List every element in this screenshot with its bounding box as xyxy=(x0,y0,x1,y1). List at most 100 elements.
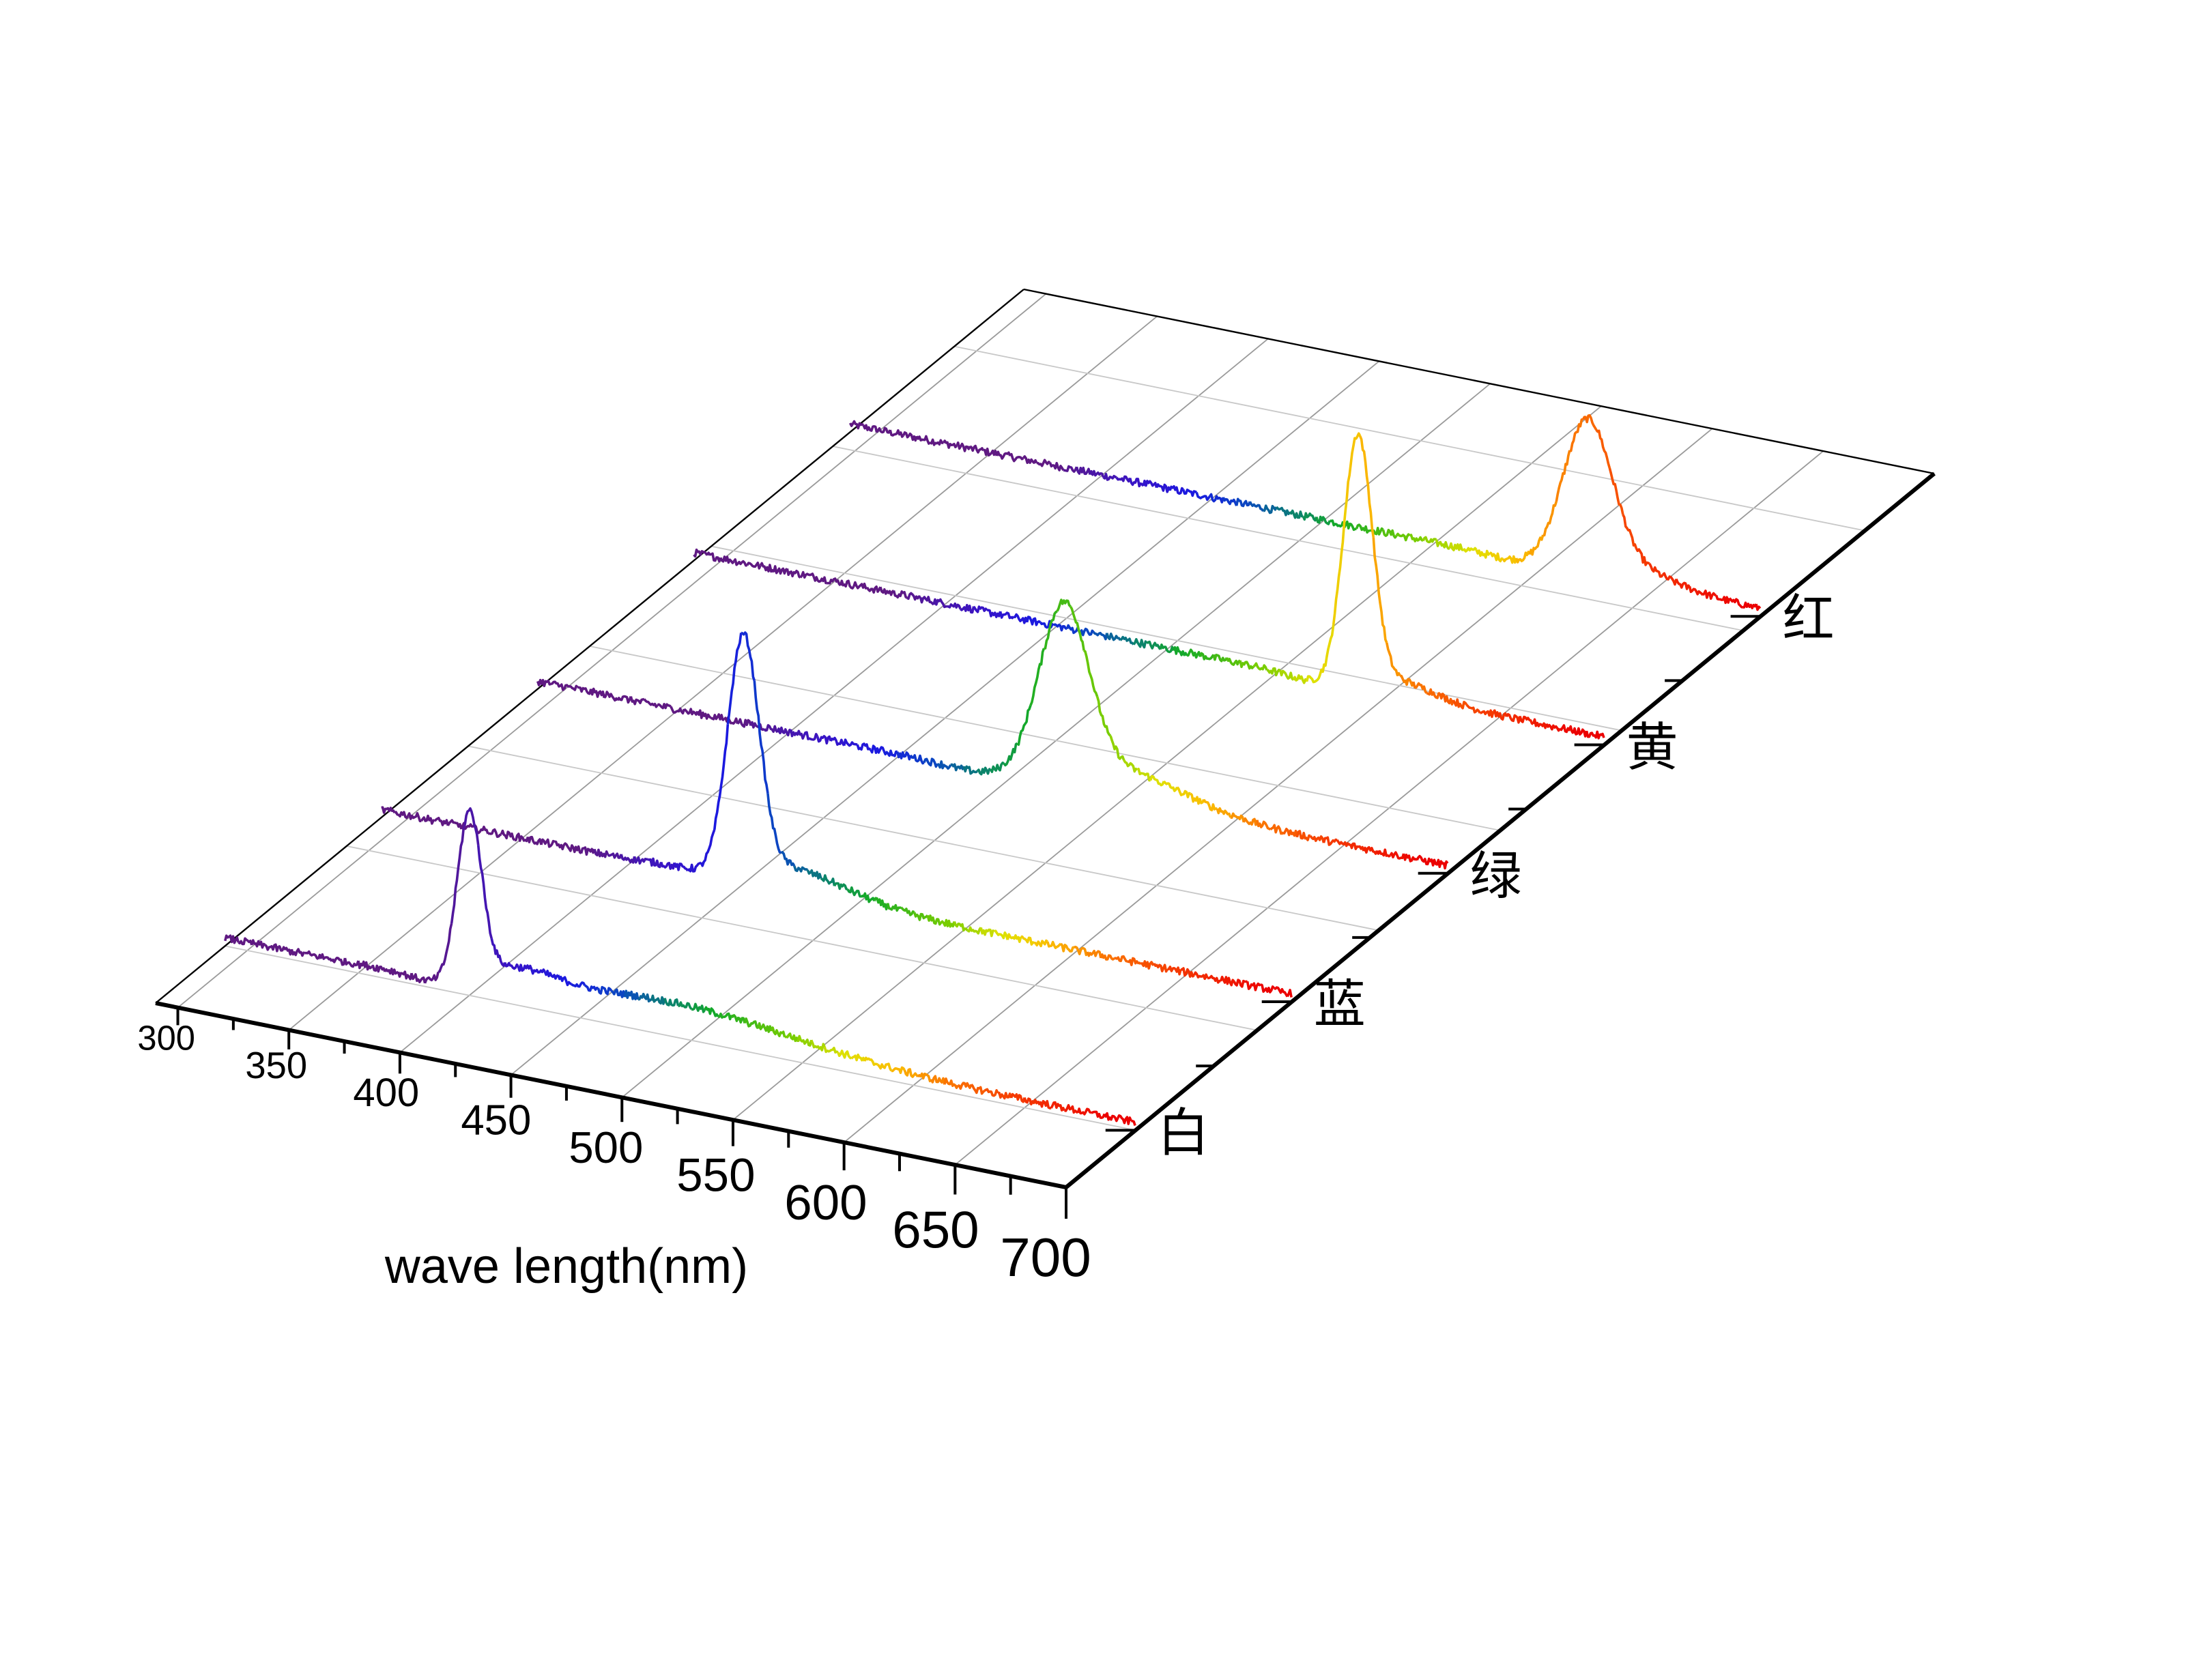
spectrum-line-segment xyxy=(1480,709,1495,719)
spectrum-line-segment xyxy=(650,994,666,1005)
spectrum-line-segment xyxy=(514,832,530,843)
spectrum-line-segment xyxy=(1075,466,1091,476)
spectrum-line-segment xyxy=(566,844,582,854)
spectrum-line-segment xyxy=(1519,715,1534,725)
spectrum-line-segment xyxy=(1076,1107,1092,1116)
spectrum-line-segment xyxy=(1349,842,1365,852)
spectrum-line-segment xyxy=(1225,657,1242,666)
grid-line-depth xyxy=(589,646,1501,831)
spectrum-line-segment xyxy=(994,929,1009,940)
spectrum-line-segment xyxy=(1079,627,1095,637)
spectrum-line-segment xyxy=(749,721,765,732)
spectrum-line-segment xyxy=(381,806,396,814)
spectrum-line-segment xyxy=(1322,836,1338,846)
spectrum-line-segment xyxy=(550,680,565,691)
spectrum-line-segment xyxy=(833,882,848,890)
spectrum-line-segment xyxy=(446,819,463,830)
spectrum-line-segment xyxy=(657,703,672,710)
spectrum-line-segment xyxy=(913,912,929,921)
spectrum-line-segment xyxy=(1155,483,1171,493)
spectrum-line-segment xyxy=(1176,786,1191,798)
spectrum-line-segment xyxy=(1409,534,1424,542)
floor-grid xyxy=(177,293,1935,1188)
spectrum-line-segment xyxy=(616,695,632,704)
spectrum-line-segment xyxy=(829,736,846,747)
spectrum-line-segment xyxy=(873,897,889,911)
spectrum-line-segment xyxy=(1389,851,1405,860)
spectrum-series xyxy=(693,432,1605,740)
spectrum-line-segment xyxy=(1581,414,1598,431)
spectrum-line-segment xyxy=(1755,603,1762,611)
spectrum-line-segment xyxy=(816,735,832,744)
spectrum-line-segment xyxy=(820,874,836,886)
spectrum-line-segment xyxy=(1207,974,1221,984)
spectrum-line-segment xyxy=(713,724,730,830)
spectrum-line-segment xyxy=(1153,963,1169,973)
spectrum-line-segment xyxy=(1375,848,1391,858)
spectrum-line-segment xyxy=(926,914,943,926)
spectrum-line-segment xyxy=(1246,981,1262,991)
spectrum-line-segment xyxy=(1381,528,1398,539)
spectrum-line-segment xyxy=(317,953,333,962)
spectrum-line-segment xyxy=(629,696,645,706)
spectrum-line-segment xyxy=(940,918,956,928)
spectrum-line-segment xyxy=(1089,469,1105,478)
spectrum-line-segment xyxy=(999,611,1015,620)
spectrum-line-segment xyxy=(1688,585,1704,596)
floor-frame xyxy=(155,288,1935,1004)
spectrum-line-segment xyxy=(1528,534,1545,556)
spectrum-line-segment xyxy=(812,576,828,585)
spectrum-line-segment xyxy=(1515,551,1531,564)
spectrum-series xyxy=(381,631,1293,998)
spectrum-line-segment xyxy=(504,961,519,970)
spectrum-line-segment xyxy=(932,598,947,609)
spectrum-line-segment xyxy=(862,424,878,433)
spectrum-line-segment xyxy=(1319,624,1335,675)
spectrum-line-segment xyxy=(678,1001,693,1010)
spectrum-line-segment xyxy=(723,716,739,725)
spectrum-line-segment xyxy=(1023,1097,1039,1105)
spectrum-line-segment xyxy=(1372,537,1388,643)
spectrum-line-segment xyxy=(526,835,543,845)
spectrum-line-segment xyxy=(1462,547,1478,553)
spectrum-line-segment xyxy=(1009,1092,1026,1103)
spectrum-line-segment xyxy=(1159,643,1175,654)
spectrum-line-segment xyxy=(554,840,569,851)
floor-back-edge xyxy=(1023,288,1935,475)
spectrum-line-segment xyxy=(1025,615,1042,626)
spectrum-line-segment xyxy=(1502,555,1518,564)
spectrum-line-segment xyxy=(876,1062,893,1072)
spectrum-line-segment xyxy=(1282,828,1299,838)
spectrum-line-segment xyxy=(1142,479,1158,489)
spectrum-line-segment xyxy=(1044,610,1058,650)
x-tick-label: 650 xyxy=(892,1202,979,1260)
spectrum-line-segment xyxy=(1082,649,1099,697)
spectrum-line-segment xyxy=(730,1014,746,1024)
spectrum-line-segment xyxy=(696,709,712,720)
spectrum-series xyxy=(848,414,1762,611)
spectrum-line-segment xyxy=(1559,724,1575,734)
spectrum-line-segment xyxy=(717,1012,733,1021)
spectrum-line-segment xyxy=(579,846,596,856)
spectrum-line-segment xyxy=(1052,623,1067,632)
spectrum-line-segment xyxy=(1013,613,1029,624)
spectrum-line-segment xyxy=(603,691,619,702)
spectrum-line-segment xyxy=(1274,986,1289,998)
spectrum-line-segment xyxy=(1532,718,1548,729)
grid-line-depth xyxy=(346,845,1258,1031)
spectrum-line-segment xyxy=(238,937,253,946)
spectrum-line-segment xyxy=(1195,491,1211,502)
spectrum-line-segment xyxy=(906,592,921,601)
spectrum-line-segment xyxy=(1728,597,1744,609)
spectrum-line-segment xyxy=(407,812,422,822)
spectrum-line-segment xyxy=(1622,514,1638,549)
spectrum-line-segment xyxy=(1128,478,1145,488)
spectrum-line-segment xyxy=(1119,635,1135,646)
spectrum-line-segment xyxy=(883,749,898,757)
spectrum-line-segment xyxy=(930,1075,946,1085)
spectrum-line-segment xyxy=(776,726,792,737)
spectrum-line-segment xyxy=(1203,798,1218,811)
spectrum-line-segment xyxy=(1305,674,1321,684)
spectrum-line-segment xyxy=(793,865,809,873)
